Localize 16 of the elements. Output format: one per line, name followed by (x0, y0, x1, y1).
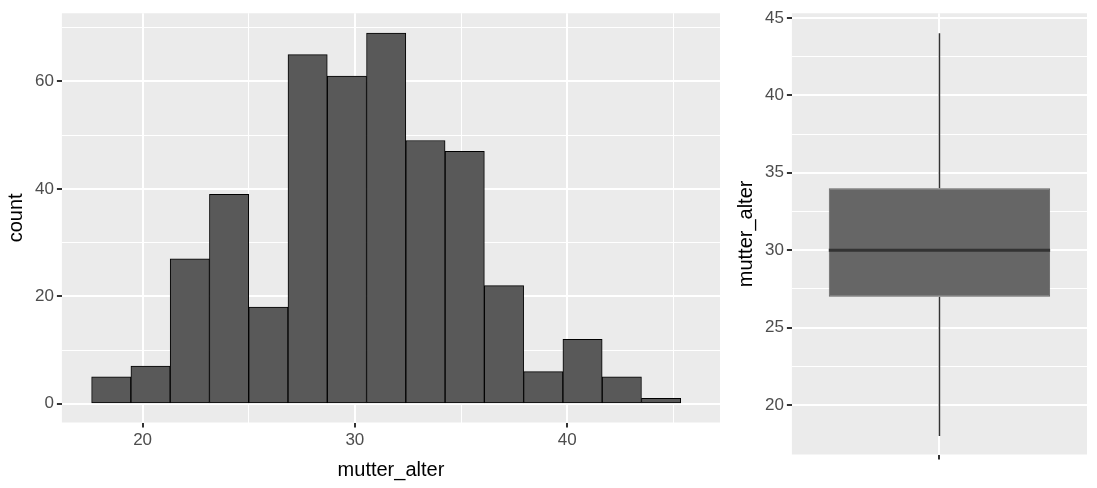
x-tick-label: 40 (557, 430, 577, 450)
y-tick-label: 35 (764, 162, 784, 182)
y-tick-label: 0 (44, 393, 54, 413)
y-tick-label: 20 (764, 394, 784, 414)
y-axis-title: count (3, 193, 26, 243)
y-axis-title: mutter_alter (733, 180, 757, 288)
y-tick-label: 60 (34, 71, 54, 91)
y-tick-label: 20 (34, 286, 54, 306)
y-tick-label: 40 (764, 84, 784, 104)
y-tick-label: 30 (764, 239, 784, 259)
x-tick-label: 20 (133, 430, 153, 450)
x-axis-title: mutter_alter (337, 457, 445, 481)
y-tick-label: 40 (34, 178, 54, 198)
x-tick-label: 30 (345, 430, 365, 450)
y-tick-label: 45 (764, 7, 784, 27)
y-tick-label: 25 (764, 317, 784, 337)
